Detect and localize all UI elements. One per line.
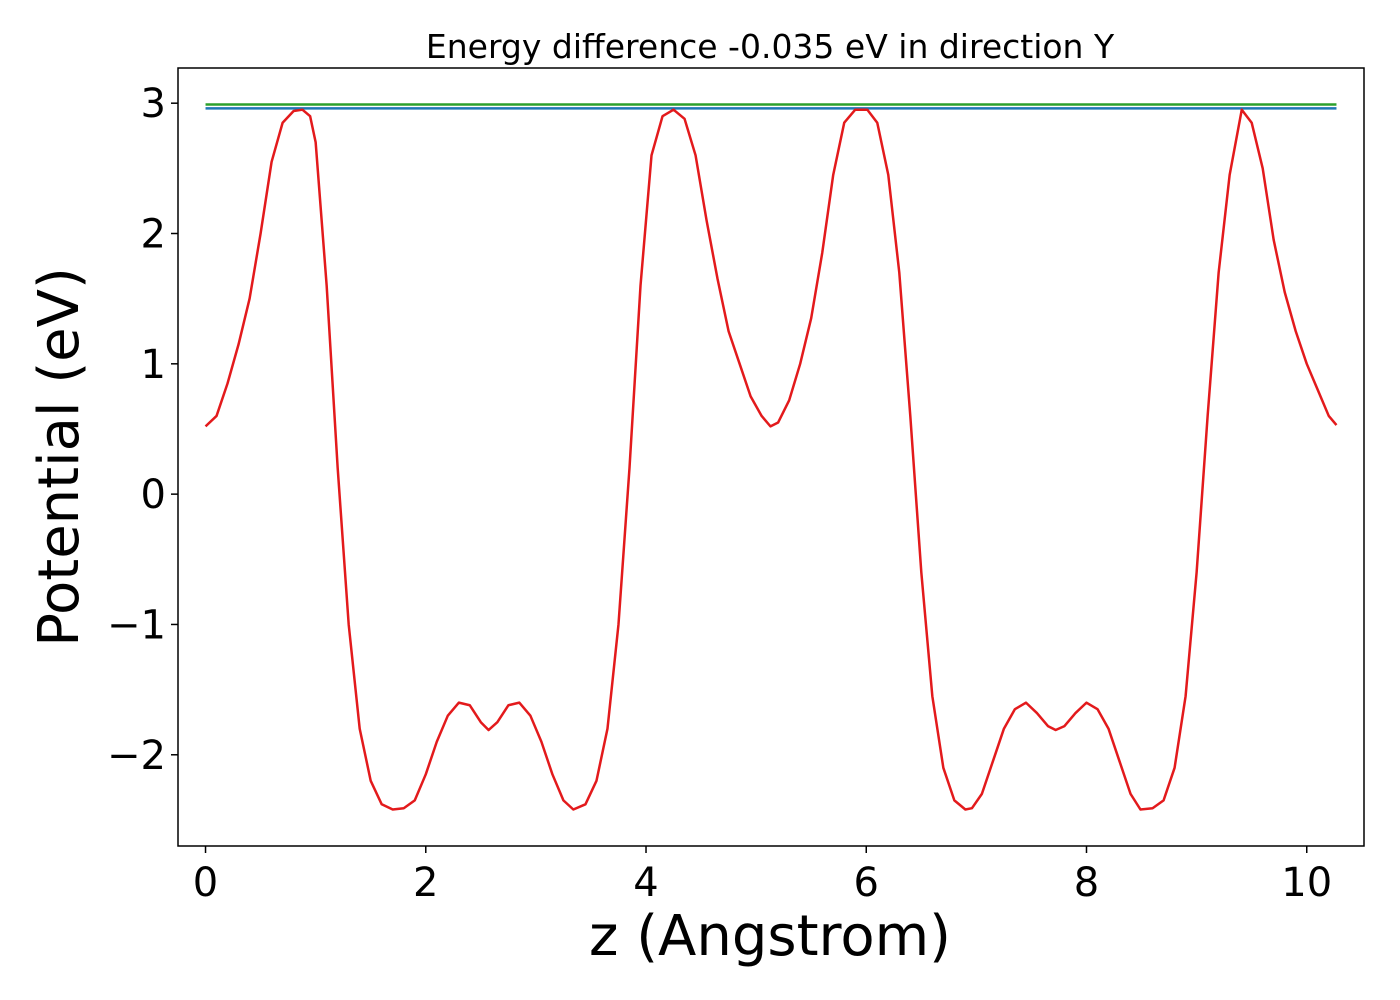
x-tick-label: 10 <box>1281 860 1332 906</box>
series-line-3 <box>204 108 1338 811</box>
x-tick-label: 8 <box>1074 860 1099 906</box>
x-tick-label: 6 <box>854 860 879 906</box>
y-tick-label: −1 <box>107 602 166 648</box>
x-tick-label: 4 <box>633 860 658 906</box>
y-axis: −2 −1 0 1 2 3 <box>107 81 178 779</box>
y-tick-label: 1 <box>141 342 166 388</box>
x-axis-label: z (Angstrom) <box>589 904 951 969</box>
y-tick-label: 0 <box>141 472 166 518</box>
x-axis: 0 2 4 6 8 10 <box>193 846 1332 906</box>
y-tick-label: −2 <box>107 733 166 779</box>
y-tick-label: 3 <box>141 81 166 127</box>
chart-title: Energy difference -0.035 eV in direction… <box>426 27 1115 66</box>
x-tick-label: 2 <box>413 860 438 906</box>
plot-area <box>177 67 1365 847</box>
y-tick-label: 2 <box>141 212 166 258</box>
plot-frame <box>177 67 1365 847</box>
x-tick-label: 0 <box>193 860 218 906</box>
y-axis-label: Potential (eV) <box>27 267 92 647</box>
series-layer <box>204 103 1338 811</box>
